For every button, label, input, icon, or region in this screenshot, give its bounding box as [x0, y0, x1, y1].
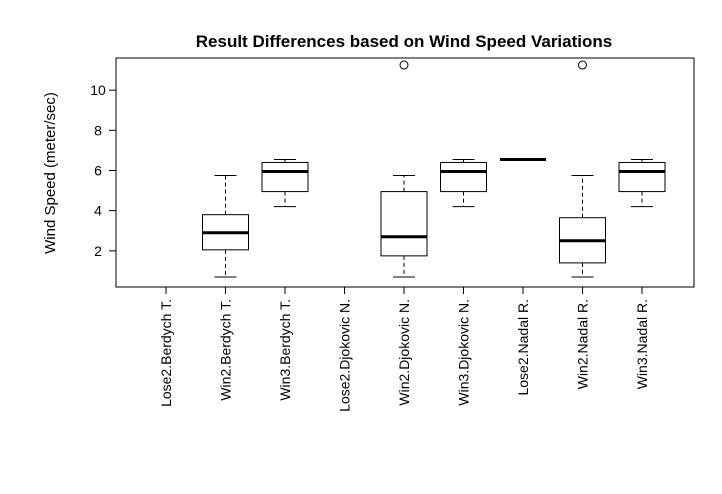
x-category-label: Win3.Djokovic N.: [456, 299, 472, 406]
x-category-label: Win2.Berdych T.: [218, 299, 234, 401]
x-category-label: Win3.Nadal R.: [634, 299, 650, 389]
y-tick-label: 2: [94, 243, 102, 259]
y-tick-label: 8: [94, 122, 102, 138]
box-1: [202, 175, 249, 278]
box-rect: [380, 191, 428, 257]
box-8: [618, 158, 666, 208]
y-tick-label: 10: [90, 82, 106, 98]
box-4: [380, 60, 428, 278]
x-category-label: Win2.Nadal R.: [575, 299, 591, 389]
x-category-label: Win3.Berdych T.: [277, 299, 293, 401]
box-2: [261, 158, 309, 208]
x-category-label: Lose2.Berdych T.: [158, 299, 174, 407]
box-rect: [618, 161, 666, 193]
chart-title: Result Differences based on Wind Speed V…: [196, 32, 612, 51]
outlier-point: [578, 60, 587, 70]
outlier-point: [399, 60, 409, 70]
boxes-group: [202, 60, 666, 278]
box-rect: [440, 161, 487, 193]
box-rect: [261, 161, 309, 193]
y-tick-label: 6: [94, 162, 102, 178]
box-5: [440, 158, 487, 208]
box-7: [559, 60, 606, 278]
y-axis-label: Wind Speed (meter/sec): [42, 92, 59, 254]
x-category-label: Lose2.Nadal R.: [515, 299, 531, 396]
y-tick-label: 4: [94, 203, 102, 219]
y-axis: 2 4 6 8 10: [90, 82, 117, 259]
x-axis: Lose2.Berdych T. Win2.Berdych T. Win3.Berd…: [158, 287, 650, 412]
x-category-label: Lose2.Djokovic N.: [337, 299, 353, 412]
x-category-label: Win2.Djokovic N.: [396, 299, 412, 406]
